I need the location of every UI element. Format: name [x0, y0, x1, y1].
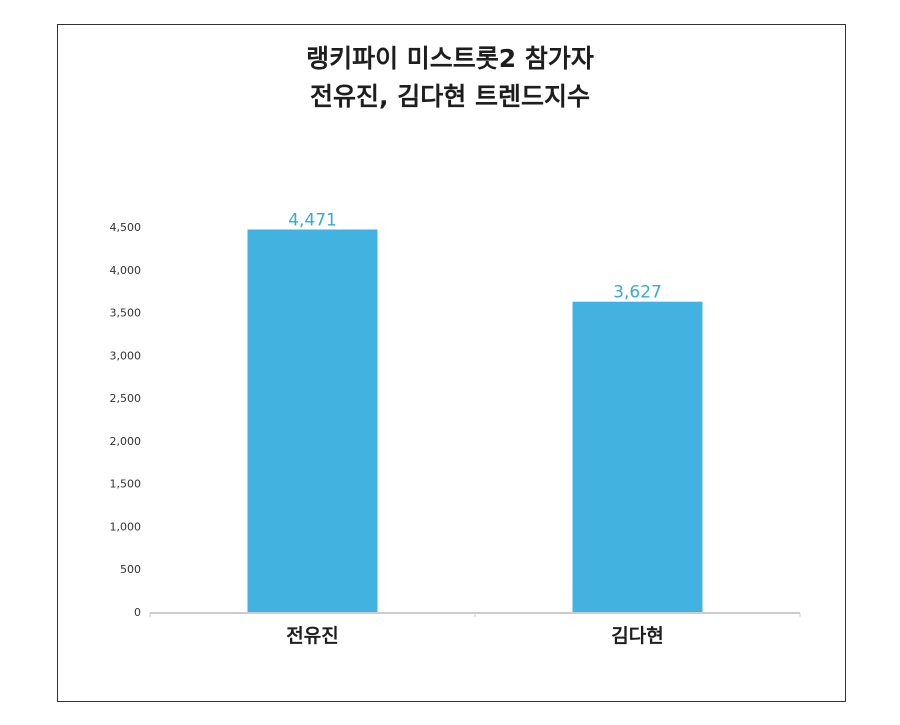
y-tick-label: 2,500 [110, 392, 142, 405]
y-tick-label: 2,000 [110, 435, 142, 448]
y-tick-label: 4,000 [110, 264, 142, 277]
chart-title-line-2: 전유진, 김다현 트렌드지수 [310, 82, 590, 111]
y-tick-label: 3,500 [110, 307, 142, 320]
data-label: 4,471 [288, 210, 337, 230]
bar [572, 301, 703, 612]
y-tick-label: 1,000 [110, 520, 142, 533]
y-tick-label: 1,500 [110, 478, 142, 491]
x-category-label: 전유진 [286, 625, 338, 647]
y-tick-label: 3,000 [110, 349, 142, 362]
y-tick-label: 0 [134, 606, 141, 619]
y-tick-label: 4,500 [110, 221, 142, 234]
chart-title-line-1: 랭키파이 미스트롯2 참가자 [306, 44, 594, 73]
y-tick-label: 500 [120, 563, 141, 576]
x-category-label: 김다현 [611, 625, 663, 647]
data-label: 3,627 [613, 283, 662, 303]
chart-title: 랭키파이 미스트롯2 참가자 전유진, 김다현 트렌드지수 [0, 40, 900, 116]
chart-frame [57, 24, 846, 702]
bar [247, 229, 378, 612]
